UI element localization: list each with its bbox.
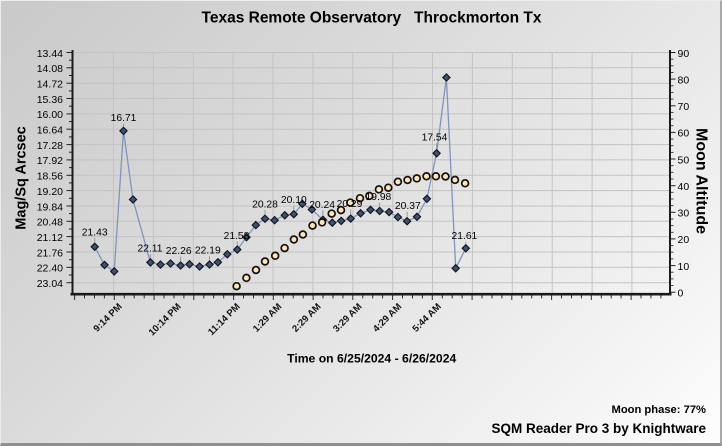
svg-text:30: 30 — [678, 208, 690, 220]
svg-text:4:29 AM: 4:29 AM — [371, 301, 404, 334]
svg-text:SQM Reader Pro 3 by Knightware: SQM Reader Pro 3 by Knightware — [491, 421, 706, 436]
svg-text:90: 90 — [678, 48, 690, 60]
svg-text:23.04: 23.04 — [37, 278, 63, 290]
svg-text:10:14 PM: 10:14 PM — [147, 301, 184, 338]
svg-text:20: 20 — [678, 234, 690, 246]
svg-text:21.58: 21.58 — [224, 231, 250, 242]
svg-text:19.98: 19.98 — [366, 192, 392, 203]
svg-text:20.29: 20.29 — [337, 199, 363, 210]
svg-text:20.37: 20.37 — [395, 201, 421, 212]
svg-text:2:29 AM: 2:29 AM — [290, 301, 323, 334]
svg-text:21.61: 21.61 — [452, 231, 478, 242]
svg-text:17.54: 17.54 — [422, 133, 448, 144]
svg-text:9:14 PM: 9:14 PM — [91, 301, 124, 334]
svg-text:14.72: 14.72 — [37, 79, 63, 91]
svg-text:16.00: 16.00 — [37, 109, 63, 121]
svg-text:21.76: 21.76 — [37, 247, 63, 259]
svg-text:20.24: 20.24 — [309, 200, 335, 211]
svg-text:Texas Remote Observatory Thr: Texas Remote Observatory Throckmorton Tx — [202, 9, 542, 26]
svg-text:1:29 AM: 1:29 AM — [251, 301, 284, 334]
svg-text:22.19: 22.19 — [195, 246, 221, 257]
svg-text:15.36: 15.36 — [37, 94, 63, 106]
svg-text:Moon phase: 77%: Moon phase: 77% — [612, 404, 707, 416]
svg-text:19.20: 19.20 — [37, 186, 63, 198]
svg-text:40: 40 — [678, 181, 690, 193]
svg-text:20.28: 20.28 — [252, 200, 278, 211]
svg-text:14.08: 14.08 — [37, 63, 63, 75]
svg-text:22.11: 22.11 — [137, 244, 162, 255]
svg-text:Time on 6/25/2024 - 6/26/2024: Time on 6/25/2024 - 6/26/2024 — [287, 352, 456, 366]
svg-text:20.10: 20.10 — [281, 195, 307, 206]
svg-text:10: 10 — [678, 261, 690, 273]
svg-text:22.40: 22.40 — [37, 263, 63, 275]
svg-text:13.44: 13.44 — [37, 48, 63, 60]
svg-text:20.48: 20.48 — [37, 217, 63, 229]
svg-text:Moon Altitude: Moon Altitude — [693, 128, 710, 234]
svg-text:16.64: 16.64 — [37, 125, 63, 137]
svg-text:80: 80 — [678, 74, 690, 86]
svg-text:60: 60 — [678, 128, 690, 140]
svg-text:50: 50 — [678, 154, 690, 166]
svg-text:18.56: 18.56 — [37, 171, 63, 183]
svg-text:3:29 AM: 3:29 AM — [331, 301, 364, 334]
svg-text:Mag/Sq Arcsec: Mag/Sq Arcsec — [14, 126, 30, 229]
svg-text:22.26: 22.26 — [166, 246, 192, 257]
svg-text:21.43: 21.43 — [82, 228, 108, 239]
svg-text:11:14 PM: 11:14 PM — [206, 301, 243, 338]
svg-text:70: 70 — [678, 101, 690, 113]
svg-text:17.28: 17.28 — [37, 140, 63, 152]
svg-text:5:44 AM: 5:44 AM — [410, 301, 443, 334]
svg-text:0: 0 — [678, 288, 684, 300]
svg-text:16.71: 16.71 — [111, 113, 137, 124]
svg-text:19.84: 19.84 — [37, 201, 63, 213]
svg-text:21.12: 21.12 — [37, 232, 63, 244]
svg-text:17.92: 17.92 — [37, 155, 63, 167]
